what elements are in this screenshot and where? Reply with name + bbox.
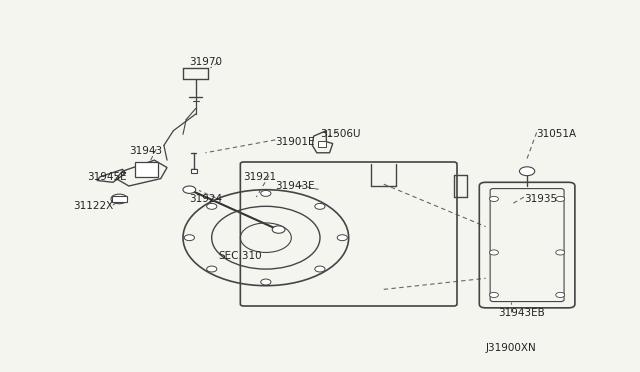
Text: 31901E: 31901E [275, 137, 315, 147]
Text: 31051A: 31051A [537, 129, 577, 139]
Circle shape [260, 279, 271, 285]
Circle shape [260, 190, 271, 196]
Text: 31924: 31924 [189, 194, 223, 204]
Circle shape [272, 226, 285, 233]
Bar [135, 162, 157, 177]
Circle shape [520, 167, 535, 176]
Circle shape [315, 266, 325, 272]
Circle shape [207, 203, 217, 209]
Text: 31943EB: 31943EB [499, 308, 545, 318]
Text: 31943: 31943 [129, 146, 162, 156]
Circle shape [337, 235, 348, 241]
Circle shape [556, 250, 564, 255]
Circle shape [556, 292, 564, 298]
Text: 31921: 31921 [244, 172, 276, 182]
Circle shape [207, 266, 217, 272]
Text: 31122X: 31122X [73, 201, 113, 211]
Circle shape [183, 186, 196, 193]
Circle shape [490, 292, 499, 298]
Bar [191, 169, 197, 173]
Circle shape [315, 203, 325, 209]
Text: J31900XN: J31900XN [486, 343, 536, 353]
Text: SEC.310: SEC.310 [218, 251, 262, 261]
Text: 31935: 31935 [524, 194, 557, 204]
Text: 31970: 31970 [189, 57, 222, 67]
Bar [318, 141, 326, 147]
Circle shape [490, 196, 499, 202]
Text: 31506U: 31506U [320, 129, 360, 139]
Circle shape [184, 235, 195, 241]
Circle shape [490, 250, 499, 255]
Circle shape [111, 194, 127, 204]
Text: 31943E: 31943E [275, 181, 315, 191]
Text: 31945E: 31945E [88, 172, 127, 182]
Circle shape [556, 196, 564, 202]
Polygon shape [111, 196, 127, 202]
